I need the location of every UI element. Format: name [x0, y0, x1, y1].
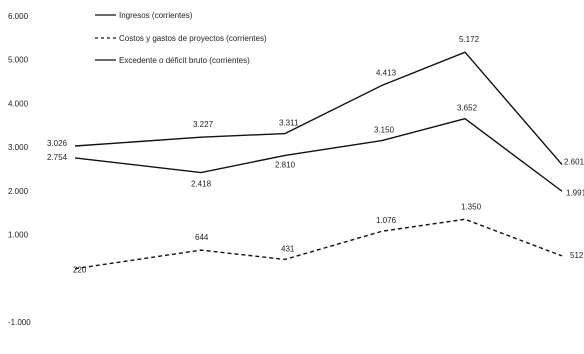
data-label: 2.418 — [191, 180, 212, 189]
y-tick-label: 2.000 — [8, 187, 29, 196]
y-tick-label: 3.000 — [8, 143, 29, 152]
y-tick-label: 6.000 — [8, 12, 29, 21]
data-label: 431 — [281, 244, 295, 253]
data-label: 220 — [73, 266, 87, 275]
plot-area: 3.026 3.227 3.311 4.413 5.172 2.601 220 644 431 1… — [47, 35, 584, 274]
y-tick-label: 5.000 — [8, 56, 29, 65]
data-label: 3.311 — [279, 119, 299, 128]
legend-label: Ingresos (corrientes) — [119, 11, 193, 20]
data-label: 4.413 — [376, 68, 397, 77]
data-label: 1.076 — [376, 216, 397, 225]
data-label: 1.991 — [566, 188, 584, 197]
y-tick-label: -1.000 — [8, 318, 31, 327]
data-label: 3.652 — [457, 104, 478, 113]
series-line — [74, 51, 563, 166]
data-label: 3.026 — [47, 139, 68, 148]
data-label: 5.172 — [459, 35, 480, 44]
data-label: 1.350 — [461, 202, 482, 211]
chart-legend: Ingresos (corrientes) Costos y gastos de … — [95, 11, 267, 65]
data-label: 512 — [570, 251, 584, 260]
data-label: 3.227 — [193, 120, 214, 129]
y-axis: 6.000 5.000 4.000 3.000 2.000 1.000 -1.000 — [8, 12, 31, 327]
data-label: 644 — [195, 233, 209, 242]
legend-label: Costos y gastos de proyectos (corrientes… — [119, 34, 267, 43]
series-line — [74, 117, 563, 192]
y-tick-label: 4.000 — [8, 99, 29, 108]
data-label: 2.754 — [47, 153, 68, 162]
legend-label: Excedente o déficit bruto (corrientes) — [119, 56, 250, 65]
data-label: 2.810 — [275, 160, 296, 169]
series-line — [74, 218, 563, 270]
data-label: 3.150 — [374, 126, 395, 135]
data-label: 2.601 — [564, 158, 584, 167]
y-tick-label: 1.000 — [8, 231, 29, 240]
